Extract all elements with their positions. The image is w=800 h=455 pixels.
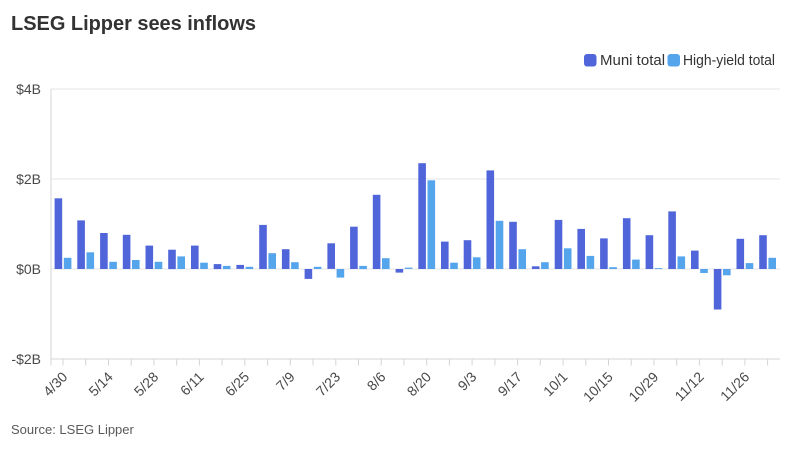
svg-text:High-yield total: High-yield total bbox=[683, 52, 775, 69]
svg-text:LSEG Lipper sees inflows: LSEG Lipper sees inflows bbox=[11, 13, 256, 35]
svg-text:$2B: $2B bbox=[16, 171, 41, 187]
svg-text:-$2B: -$2B bbox=[11, 351, 41, 367]
svg-text:Source: LSEG Lipper: Source: LSEG Lipper bbox=[11, 422, 135, 437]
svg-text:$4B: $4B bbox=[16, 81, 41, 97]
svg-text:$0B: $0B bbox=[16, 261, 41, 277]
svg-text:Muni total: Muni total bbox=[600, 52, 665, 69]
